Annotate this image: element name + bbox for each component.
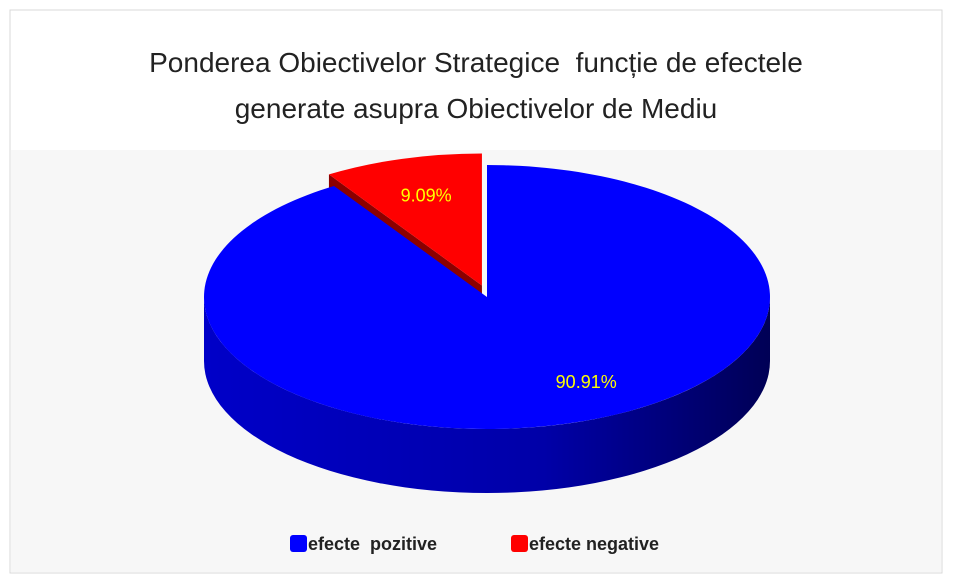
legend-label: efecte negative bbox=[529, 534, 659, 554]
data-label: 90.91% bbox=[556, 372, 617, 392]
legend-swatch bbox=[290, 535, 307, 552]
legend-label: efecte pozitive bbox=[308, 534, 437, 554]
data-label: 9.09% bbox=[401, 186, 452, 206]
chart-title: Ponderea Obiectivelor Strategice funcție… bbox=[149, 47, 811, 124]
legend-swatch bbox=[511, 535, 528, 552]
slice-side bbox=[204, 297, 770, 493]
slice bbox=[204, 165, 771, 429]
slice bbox=[328, 153, 482, 286]
